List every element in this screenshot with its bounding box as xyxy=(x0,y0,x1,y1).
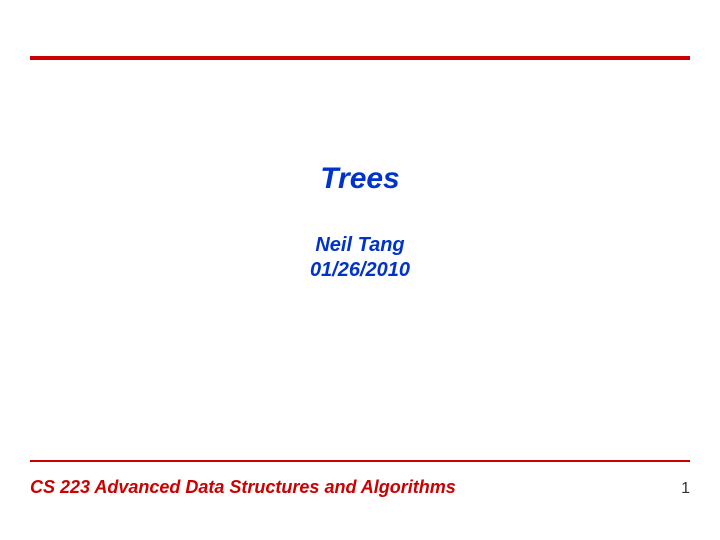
bottom-horizontal-rule xyxy=(30,460,690,462)
slide-title: Trees xyxy=(30,162,690,196)
slide-date: 01/26/2010 xyxy=(30,259,690,282)
slide-footer: CS 223 Advanced Data Structures and Algo… xyxy=(30,477,690,498)
slide-content-area: Trees Neil Tang 01/26/2010 xyxy=(30,56,690,456)
slide-author: Neil Tang xyxy=(30,234,690,257)
page-number: 1 xyxy=(681,480,690,498)
footer-course-name: CS 223 Advanced Data Structures and Algo… xyxy=(30,477,456,498)
